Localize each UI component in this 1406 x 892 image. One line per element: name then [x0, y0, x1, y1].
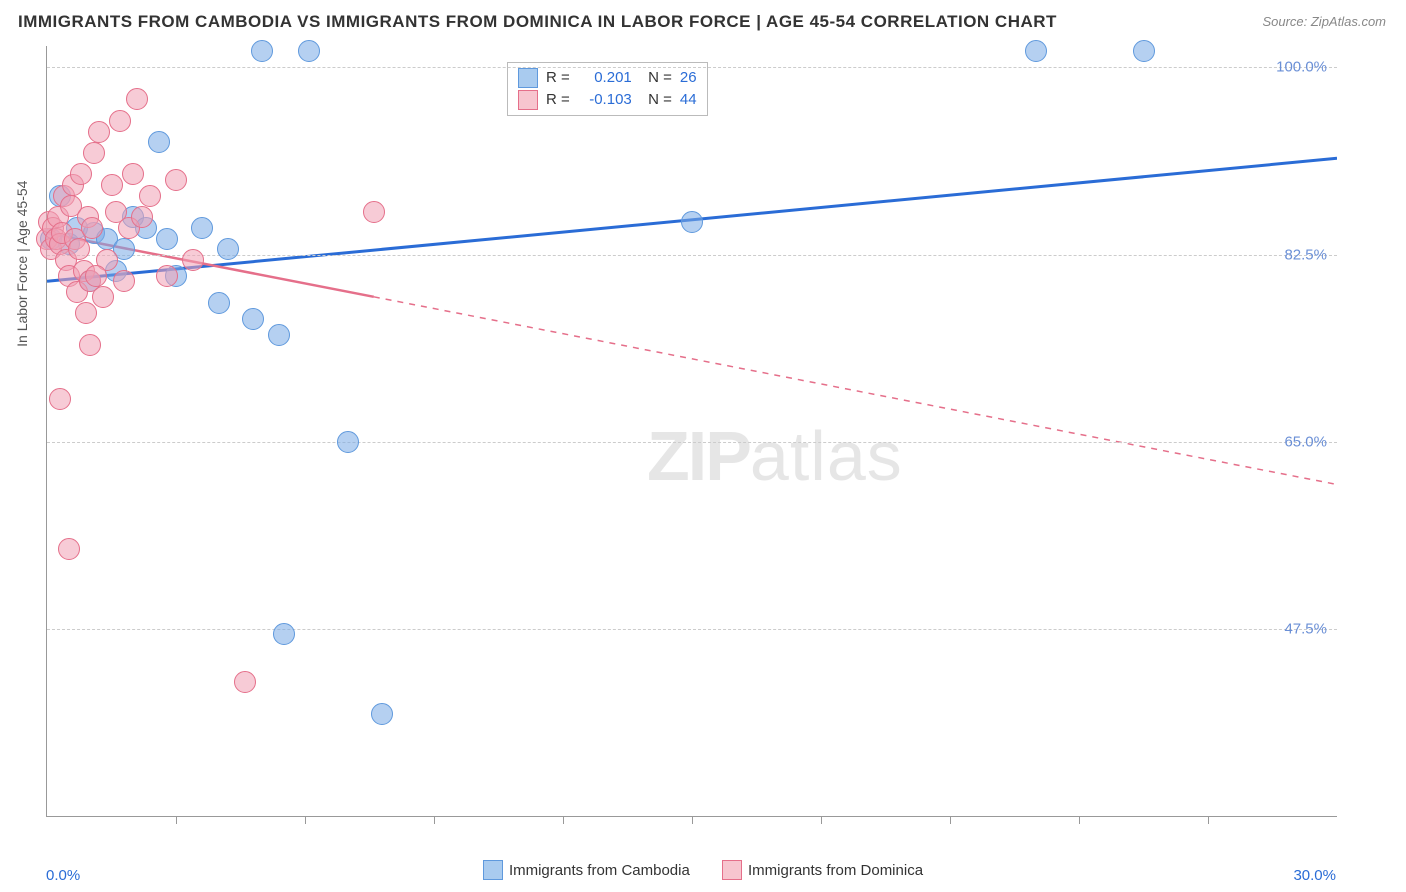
scatter-point-dominica	[139, 185, 161, 207]
correlation-row: R = 0.201 N = 26	[518, 67, 697, 89]
r-label: R =	[546, 89, 570, 111]
square-icon	[518, 68, 538, 88]
gridline	[47, 442, 1337, 443]
scatter-point-dominica	[131, 206, 153, 228]
legend-label: Immigrants from Dominica	[748, 862, 923, 879]
scatter-point-dominica	[92, 286, 114, 308]
y-tick-label: 82.5%	[1284, 246, 1327, 263]
legend-label: Immigrants from Cambodia	[509, 862, 690, 879]
scatter-point-cambodia	[273, 623, 295, 645]
scatter-point-dominica	[79, 334, 101, 356]
scatter-point-dominica	[75, 302, 97, 324]
plot-area: ZIPatlas R = 0.201 N = 26 R = -0.103 N = 44 4…	[46, 46, 1337, 817]
legend-item-dominica: Immigrants from Dominica	[722, 860, 923, 880]
correlation-row: R = -0.103 N = 44	[518, 89, 697, 111]
scatter-point-cambodia	[242, 308, 264, 330]
correlation-legend: R = 0.201 N = 26 R = -0.103 N = 44	[507, 62, 708, 116]
r-value: -0.103	[578, 89, 632, 111]
x-tick	[1208, 816, 1209, 824]
y-tick-label: 100.0%	[1276, 59, 1327, 76]
scatter-point-dominica	[85, 265, 107, 287]
scatter-point-cambodia	[1133, 40, 1155, 62]
gridline	[47, 255, 1337, 256]
scatter-point-dominica	[363, 201, 385, 223]
gridline	[47, 629, 1337, 630]
scatter-point-dominica	[113, 270, 135, 292]
trend-lines	[47, 46, 1337, 816]
r-value: 0.201	[578, 67, 632, 89]
square-icon	[518, 90, 538, 110]
x-tick	[821, 816, 822, 824]
scatter-point-cambodia	[268, 324, 290, 346]
scatter-point-cambodia	[148, 131, 170, 153]
scatter-point-dominica	[49, 388, 71, 410]
scatter-point-dominica	[122, 163, 144, 185]
x-tick	[950, 816, 951, 824]
scatter-point-dominica	[81, 217, 103, 239]
watermark: ZIPatlas	[647, 416, 903, 496]
watermark-atlas: atlas	[750, 417, 903, 495]
series-legend: Immigrants from Cambodia Immigrants from…	[0, 860, 1406, 884]
scatter-point-dominica	[101, 174, 123, 196]
scatter-point-dominica	[109, 110, 131, 132]
scatter-point-cambodia	[681, 211, 703, 233]
scatter-point-dominica	[182, 249, 204, 271]
scatter-point-dominica	[88, 121, 110, 143]
r-label: R =	[546, 67, 570, 89]
n-label: N =	[640, 67, 672, 89]
scatter-point-cambodia	[208, 292, 230, 314]
scatter-point-dominica	[234, 671, 256, 693]
chart-title: IMMIGRANTS FROM CAMBODIA VS IMMIGRANTS F…	[18, 12, 1057, 32]
scatter-point-cambodia	[337, 431, 359, 453]
scatter-point-dominica	[68, 238, 90, 260]
y-axis-title: In Labor Force | Age 45-54	[14, 181, 30, 347]
scatter-point-cambodia	[298, 40, 320, 62]
scatter-point-cambodia	[156, 228, 178, 250]
x-tick	[1079, 816, 1080, 824]
gridline	[47, 67, 1337, 68]
legend-item-cambodia: Immigrants from Cambodia	[483, 860, 690, 880]
x-tick	[305, 816, 306, 824]
y-tick-label: 47.5%	[1284, 620, 1327, 637]
x-tick	[563, 816, 564, 824]
watermark-zip: ZIP	[647, 417, 750, 495]
scatter-point-cambodia	[191, 217, 213, 239]
n-value: 26	[680, 67, 697, 89]
y-tick-label: 65.0%	[1284, 433, 1327, 450]
scatter-point-cambodia	[1025, 40, 1047, 62]
scatter-point-cambodia	[251, 40, 273, 62]
scatter-point-dominica	[156, 265, 178, 287]
scatter-point-cambodia	[371, 703, 393, 725]
n-value: 44	[680, 89, 697, 111]
scatter-point-dominica	[83, 142, 105, 164]
x-tick	[176, 816, 177, 824]
scatter-point-dominica	[58, 538, 80, 560]
scatter-point-dominica	[165, 169, 187, 191]
scatter-point-dominica	[126, 88, 148, 110]
source-credit: Source: ZipAtlas.com	[1262, 14, 1386, 29]
n-label: N =	[640, 89, 672, 111]
x-tick	[692, 816, 693, 824]
scatter-point-dominica	[70, 163, 92, 185]
square-icon	[483, 860, 503, 880]
scatter-point-cambodia	[217, 238, 239, 260]
x-tick	[434, 816, 435, 824]
square-icon	[722, 860, 742, 880]
